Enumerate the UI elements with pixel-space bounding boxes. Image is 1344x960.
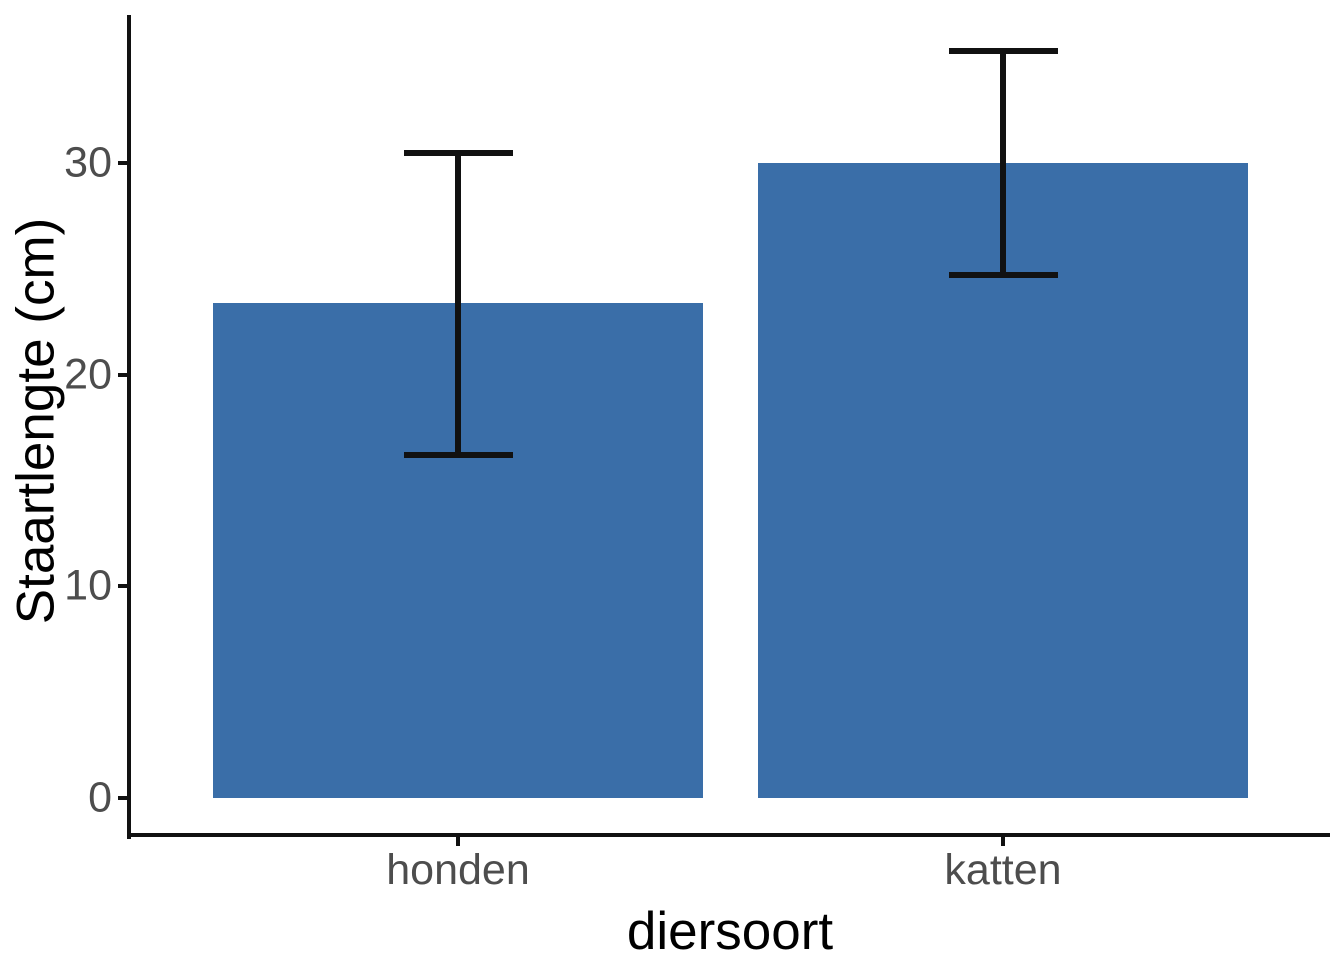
y-tick-30 — [118, 161, 127, 166]
x-axis-line — [127, 833, 1330, 837]
y-axis-line — [127, 15, 131, 839]
errorbar-cap-bottom-katten — [948, 272, 1058, 279]
errorbar-cap-top-honden — [403, 149, 513, 156]
x-axis-title: diersoort — [626, 902, 834, 960]
y-tick-label-20: 20 — [64, 350, 112, 399]
x-tick-label-honden: honden — [386, 846, 530, 894]
y-tick-0 — [118, 795, 127, 800]
y-tick-label-0: 0 — [88, 773, 112, 822]
y-axis-title: Staartlengte (cm) — [6, 217, 66, 625]
y-tick-label-10: 10 — [64, 561, 112, 610]
errorbar-cap-bottom-honden — [403, 452, 513, 459]
y-tick-20 — [118, 372, 127, 377]
y-tick-label-30: 30 — [64, 138, 112, 187]
y-tick-10 — [118, 584, 127, 589]
errorbar-stem-honden — [455, 152, 461, 456]
errorbar-cap-top-katten — [948, 47, 1058, 54]
x-tick-katten — [1001, 837, 1005, 846]
x-tick-label-katten: katten — [944, 846, 1062, 894]
errorbar-stem-katten — [1000, 50, 1006, 276]
x-tick-honden — [456, 837, 460, 846]
